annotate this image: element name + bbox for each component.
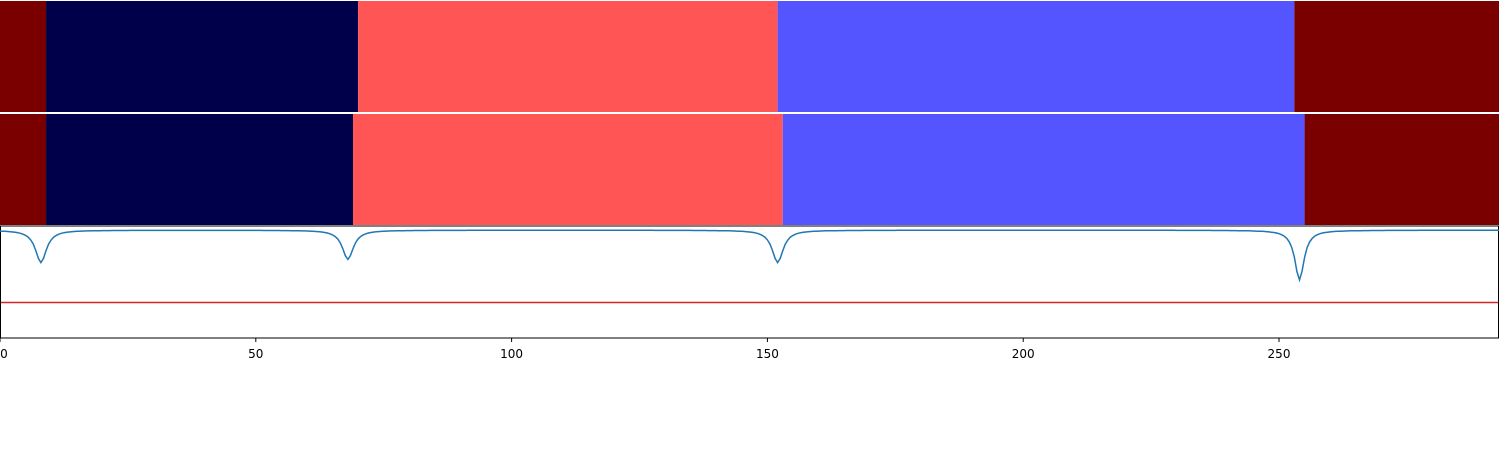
true-segmentation-segment-2 [358, 1, 778, 112]
x-tick-label: 200 [1012, 347, 1035, 361]
x-tick-label: 100 [500, 347, 523, 361]
predicted-segmentation-segment-0 [0, 114, 47, 225]
predicted-segmentation-segment-4 [1304, 114, 1499, 225]
x-tick-label: 50 [248, 347, 263, 361]
predicted-segmentation-segment-3 [782, 114, 1305, 225]
predicted-segmentation-segment-1 [46, 114, 354, 225]
x-tick-label: 150 [756, 347, 779, 361]
predicted-segmentation-panel [0, 114, 1499, 225]
score-signal-panel [0, 225, 1499, 339]
x-axis: 0 50 100 150 200 250 [0, 338, 1290, 361]
score-line [0, 229, 1499, 283]
x-tick-label: 250 [1268, 347, 1291, 361]
score-panel-frame [0, 225, 1499, 339]
true-segmentation-segment-0 [0, 1, 47, 112]
true-segmentation-segment-1 [46, 1, 359, 112]
true-segmentation-panel [0, 1, 1499, 112]
true-segmentation-segment-4 [1294, 1, 1499, 112]
true-segmentation-segment-3 [777, 1, 1295, 112]
predicted-segmentation-segment-2 [353, 114, 783, 225]
x-tick-label: 0 [0, 347, 8, 361]
